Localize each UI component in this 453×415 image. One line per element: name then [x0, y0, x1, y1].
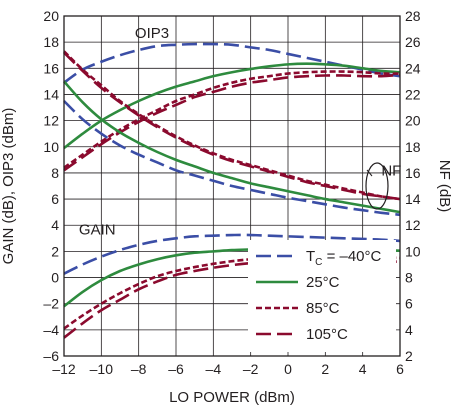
- series-lines: [63, 42, 401, 339]
- annotation-oip3: OIP3: [135, 25, 169, 42]
- x-axis-label: LO POWER (dBm): [169, 389, 295, 406]
- annotations: OIP3 GAIN NF: [79, 25, 401, 238]
- y-left-axis-label: GAIN (dB), OIP3 (dBm): [0, 108, 17, 265]
- y-left-tick-label: 14: [43, 86, 59, 102]
- y-right-tick-label: 2: [405, 348, 413, 364]
- y-left-tick-label: –6: [43, 348, 59, 364]
- y-right-tick-label: 14: [405, 191, 421, 207]
- y-left-tick-labels: –6 –4 –2 0 2 4 6 8 10 12 14 16 18 20: [43, 8, 59, 364]
- y-right-tick-label: 28: [405, 8, 421, 24]
- legend-background: [248, 240, 396, 352]
- y-right-axis-label: NF (dB): [436, 160, 453, 213]
- series-oip3-85c: [63, 70, 401, 169]
- y-left-tick-label: 10: [43, 139, 59, 155]
- plot-frame: [63, 15, 401, 357]
- y-left-tick-label: 6: [51, 191, 59, 207]
- series-nf-25c: [63, 80, 401, 214]
- series-oip3--40c: [63, 42, 401, 84]
- nf-leader-line: [366, 169, 373, 177]
- y-right-tick-label: 6: [405, 296, 413, 312]
- annotation-gain: GAIN: [79, 221, 116, 238]
- y-left-tick-label: 20: [43, 8, 59, 24]
- y-left-tick-label: 2: [51, 243, 59, 259]
- x-tick-label: –2: [243, 361, 259, 377]
- y-right-tick-label: 12: [405, 217, 421, 233]
- legend-label: TC = –40°C: [306, 248, 382, 268]
- series-oip3-25c: [63, 62, 401, 150]
- x-tick-label: 2: [321, 361, 329, 377]
- y-right-tick-label: 4: [405, 322, 413, 338]
- x-tick-labels: –12 –10 –8 –6 –4 –2 0 2 4 6: [52, 361, 404, 377]
- y-right-tick-label: 20: [405, 113, 421, 129]
- x-tick-label: 4: [359, 361, 367, 377]
- y-right-tick-label: 10: [405, 243, 421, 259]
- series-nf--40c: [63, 100, 401, 217]
- y-right-tick-label: 26: [405, 34, 421, 50]
- x-tick-label: –12: [52, 361, 76, 377]
- series-gain-85c: [63, 255, 401, 330]
- y-left-tick-label: 16: [43, 60, 59, 76]
- y-right-tick-label: 22: [405, 86, 421, 102]
- y-left-tick-label: –2: [43, 296, 59, 312]
- y-left-tick-label: 0: [51, 270, 59, 286]
- legend-label: 25°C: [306, 274, 340, 291]
- x-tick-label: 6: [396, 361, 404, 377]
- nf-bracket-ellipse: [365, 162, 389, 210]
- x-tick-label: 0: [284, 361, 292, 377]
- series-nf-105c: [63, 51, 401, 201]
- y-right-tick-label: 24: [405, 60, 421, 76]
- y-left-tick-label: 18: [43, 34, 59, 50]
- y-right-tick-label: 18: [405, 139, 421, 155]
- legend-label: 105°C: [306, 326, 348, 343]
- annotation-nf: NF: [381, 163, 401, 180]
- y-left-tick-label: –4: [43, 322, 59, 338]
- legend: TC = –40°C 25°C 85°C 105°C: [248, 240, 396, 352]
- legend-label: 85°C: [306, 300, 340, 317]
- x-tick-label: –6: [168, 361, 184, 377]
- y-left-tick-label: 4: [51, 217, 59, 233]
- x-tick-label: –4: [206, 361, 222, 377]
- y-left-tick-label: 8: [51, 165, 59, 181]
- y-left-tick-label: 12: [43, 113, 59, 129]
- y-right-tick-label: 16: [405, 165, 421, 181]
- series-gain--40c: [63, 233, 401, 275]
- x-tick-label: –8: [131, 361, 147, 377]
- y-right-tick-label: 8: [405, 270, 413, 286]
- x-tick-label: –10: [90, 361, 114, 377]
